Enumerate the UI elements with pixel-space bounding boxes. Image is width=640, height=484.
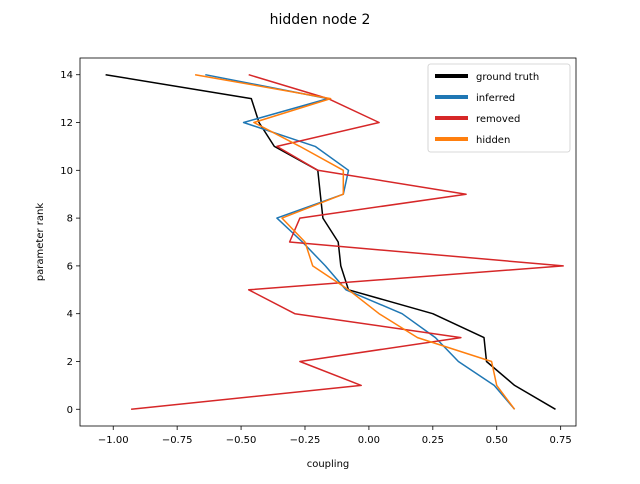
chart-title: hidden node 2 xyxy=(270,12,371,28)
legend-label-hidden: hidden xyxy=(476,135,510,146)
plot-frame xyxy=(79,57,577,427)
x-tick-label: −0.75 xyxy=(162,435,193,446)
x-tick-label: 0.75 xyxy=(550,435,572,446)
x-tick-label: 0.50 xyxy=(486,435,508,446)
y-tick-label: 2 xyxy=(67,357,73,368)
series-layer xyxy=(105,73,564,411)
x-axis-label: coupling xyxy=(307,459,350,470)
legend: ground truth inferred removed hidden xyxy=(427,63,571,153)
x-tick-label: −0.25 xyxy=(290,435,321,446)
legend-box xyxy=(427,63,571,153)
y-tick-label: 12 xyxy=(60,118,73,129)
y-axis-label: parameter rank xyxy=(35,203,46,282)
y-tick-label: 8 xyxy=(67,214,73,225)
series-line-inferred xyxy=(205,73,516,410)
x-tick-label: 0.25 xyxy=(422,435,444,446)
x-tick-label: 0.00 xyxy=(358,435,380,446)
y-tick-label: 10 xyxy=(60,166,73,177)
y-tick-label: 14 xyxy=(60,70,73,81)
x-tick-label: −1.00 xyxy=(98,435,129,446)
series-line-removed xyxy=(131,73,564,411)
x-axis: −1.00 −0.75 −0.50 −0.25 0.00 0.25 0.50 0.75 xyxy=(98,426,572,446)
legend-label-removed: removed xyxy=(476,114,520,125)
legend-label-ground-truth: ground truth xyxy=(476,72,539,83)
y-tick-label: 6 xyxy=(67,261,73,272)
x-tick-label: −0.50 xyxy=(226,435,257,446)
y-axis: 0 2 4 6 8 10 12 14 xyxy=(60,70,80,416)
y-tick-label: 0 xyxy=(67,405,73,416)
series-line-ground-truth xyxy=(105,73,556,410)
y-tick-label: 4 xyxy=(67,309,73,320)
series-line-hidden xyxy=(194,73,516,410)
legend-label-inferred: inferred xyxy=(476,93,515,104)
